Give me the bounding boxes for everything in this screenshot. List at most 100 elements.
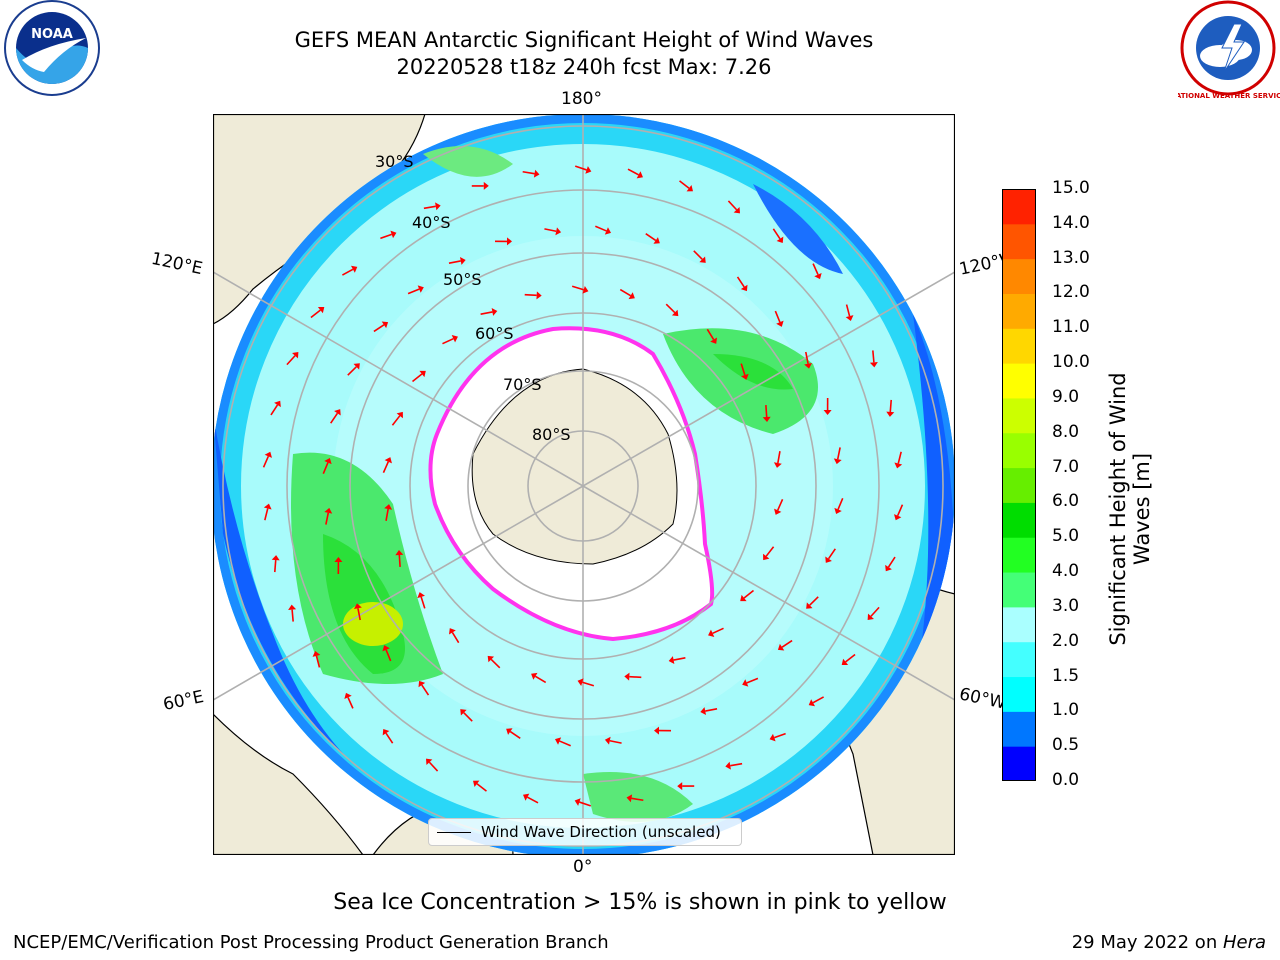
wave-arrow-shaft (310, 309, 321, 319)
wave-arrow-shaft (781, 639, 793, 648)
wave-arrow-head (833, 458, 842, 465)
wave-arrow-head (628, 292, 635, 300)
wave-arrow-head (677, 782, 683, 791)
colorbar-segment (1002, 641, 1036, 678)
wave-arrow-shaft (746, 677, 759, 684)
wave-arrow-head (324, 507, 333, 514)
wave-arrow-shaft (463, 712, 473, 722)
legend-line-icon (437, 831, 471, 833)
colorbar-segment (1002, 572, 1036, 608)
wave-arrow-shaft (693, 250, 703, 260)
wave-arrow-shaft (330, 412, 339, 424)
colorbar (1002, 189, 1036, 781)
wave-arrow-head (604, 227, 612, 235)
wave-arrow-head (491, 308, 498, 316)
wave-arrow-head (473, 780, 480, 787)
wave-arrow-shaft (805, 351, 809, 364)
wave-arrow-shaft (380, 233, 392, 240)
wave-arrow-shaft (480, 311, 493, 315)
wave-arrow-shaft (845, 304, 851, 317)
wave-arrow-shaft (347, 697, 354, 709)
wave-arrow-head (533, 169, 540, 178)
wave-arrow-shaft (836, 447, 841, 460)
wave-arrow-head (312, 651, 321, 657)
wave-arrow-shaft (743, 589, 754, 599)
wave-arrow-head (459, 256, 466, 265)
colorbar-label-line1: Significant Height of Wind (1106, 372, 1130, 646)
colorbar-tick-label: 5.0 (1052, 526, 1080, 547)
wave-arrow-shaft (627, 168, 639, 176)
wave-arrow-head (536, 291, 542, 300)
colorbar-tick-label: 9.0 (1052, 386, 1080, 407)
wave-arrow-head (763, 553, 770, 561)
wave-arrow-head (776, 236, 784, 243)
wave-arrow-head (582, 285, 589, 294)
wave-arrow-head (382, 645, 390, 652)
footer-right: 29 May 2022 on Hera (1072, 932, 1266, 953)
wave-arrow-shaft (385, 508, 389, 521)
lat-label-30s: 30°S (375, 152, 414, 171)
wave-arrow-shaft (524, 293, 537, 297)
wave-arrow-head (806, 602, 813, 609)
wave-arrow-head (531, 672, 538, 680)
wave-arrow-head (384, 457, 392, 464)
colorbar-tick-label: 11.0 (1052, 317, 1090, 338)
wave-arrow-shaft (451, 632, 460, 644)
wave-arrow-shaft (286, 355, 296, 366)
wave-arrow-shaft (774, 732, 786, 739)
colorbar-label: Significant Height of Wind Waves [m] (1106, 359, 1154, 659)
wave-arrow-head (483, 181, 489, 190)
wave-arrow-shaft (385, 732, 394, 744)
wave-arrow-head (435, 202, 441, 211)
wave-arrow-shaft (574, 165, 587, 171)
colorbar-tick-label: 0.5 (1052, 735, 1080, 756)
colorbar-tick-label: 6.0 (1052, 491, 1080, 512)
wave-arrow-head (451, 335, 458, 343)
wave-arrow-shaft (522, 170, 535, 175)
wave-arrow-head (886, 411, 895, 417)
wave-arrow-head (668, 656, 675, 664)
wave-arrow-head (741, 373, 749, 380)
wave-arrow-shaft (527, 796, 539, 804)
wave-arrow-head (894, 514, 902, 521)
colorbar-segment (1002, 746, 1036, 781)
wave-arrow-head (740, 594, 747, 602)
wave-arrow-head (626, 794, 633, 803)
wave-arrow-head (733, 207, 741, 214)
wave-arrow-head (814, 272, 822, 280)
wave-arrow-shaft (727, 200, 738, 211)
wave-arrow-shaft (765, 546, 775, 557)
wave-arrow-head (804, 362, 813, 369)
wave-arrow-head (774, 508, 782, 515)
wave-arrow-head (381, 321, 389, 329)
chart-title: GEFS MEAN Antarctic Significant Height o… (294, 28, 874, 52)
wave-arrow-shaft (325, 512, 330, 525)
wave-field (213, 114, 955, 855)
wave-arrow-shaft (442, 337, 454, 345)
wave-arrow-shaft (385, 649, 392, 662)
footer-machine: Hera (1222, 932, 1266, 953)
wave-arrow-head (264, 451, 272, 458)
wave-arrow-shaft (777, 451, 781, 464)
wave-arrow-head (418, 680, 426, 688)
wave-arrow-head (653, 237, 660, 244)
wave-arrow-shaft (665, 303, 676, 314)
wave-arrow-shaft (896, 504, 904, 517)
wave-arrow-shaft (420, 596, 426, 609)
wave-arrow-head (350, 265, 358, 273)
wave-arrow-shaft (845, 653, 856, 663)
wave-arrow-shaft (631, 797, 644, 802)
colorbar-tick-label: 7.0 (1052, 456, 1080, 477)
wave-arrow-shaft (579, 801, 592, 807)
wave-arrow-head (867, 613, 874, 620)
lat-label-70s: 70°S (503, 375, 542, 394)
sea-ice-note: Sea Ice Concentration > 15% is shown in … (333, 890, 947, 915)
colorbar-tick-label: 15.0 (1052, 178, 1090, 198)
colorbar-segment (1002, 467, 1036, 503)
colorbar-segment (1002, 293, 1036, 329)
wave-arrow-head (448, 628, 456, 635)
graticule (213, 114, 955, 855)
wave-arrow-head (460, 709, 467, 716)
colorbar-segment (1002, 363, 1036, 399)
wave-arrow-head (574, 798, 581, 806)
